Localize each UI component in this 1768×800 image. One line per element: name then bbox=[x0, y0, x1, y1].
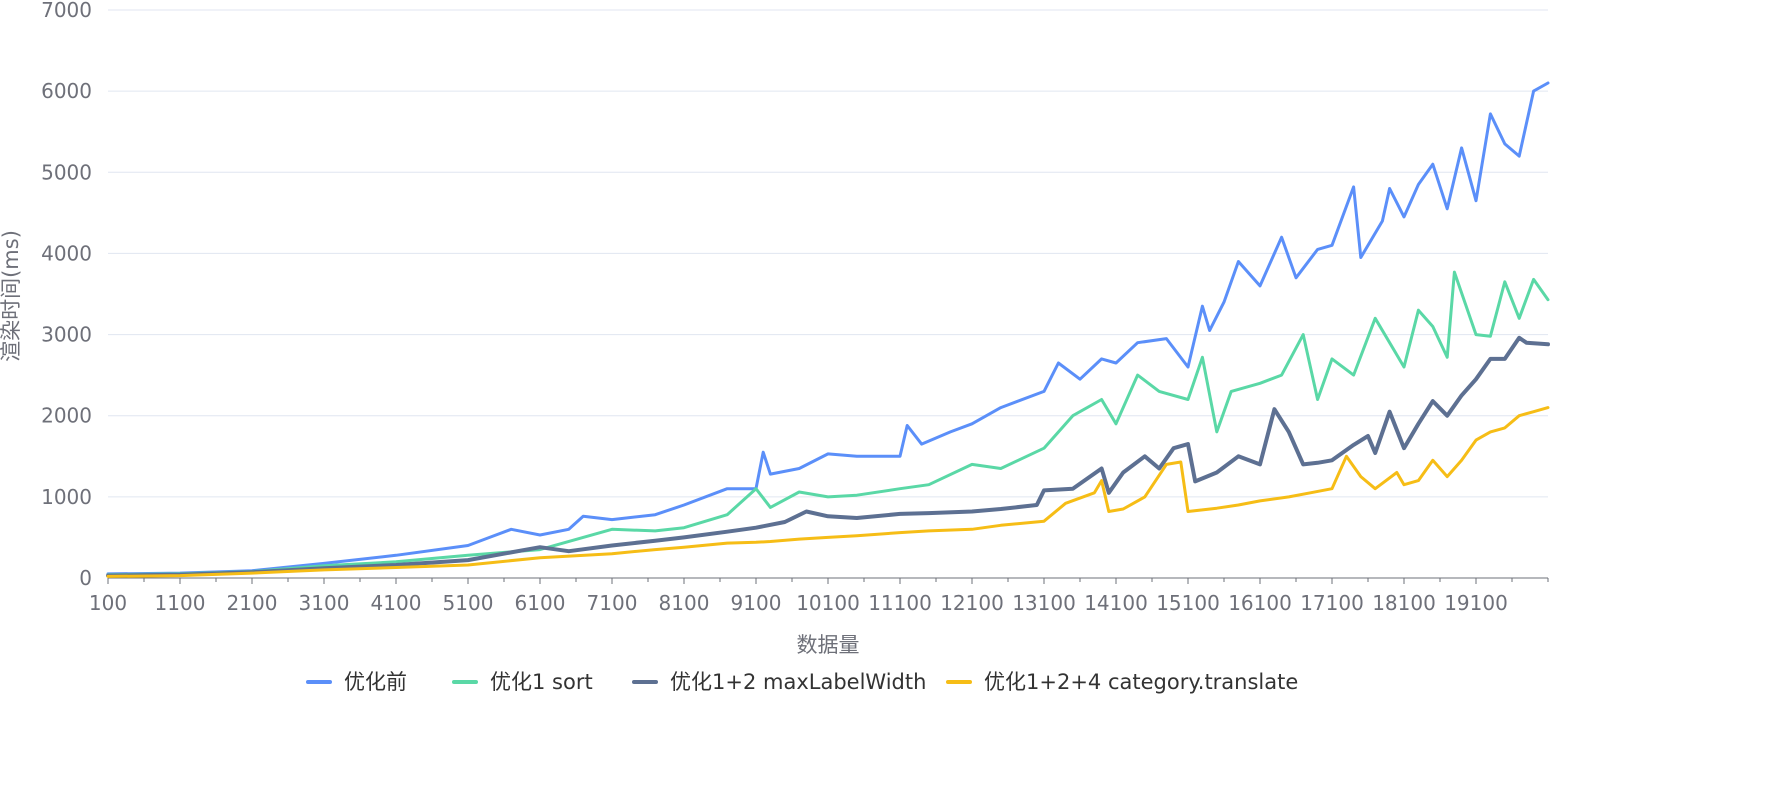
grid-lines bbox=[108, 9, 1548, 579]
legend-item-2[interactable]: 优化1 sort bbox=[452, 670, 593, 694]
y-tick-label: 4000 bbox=[41, 241, 92, 265]
x-tick-label: 13100 bbox=[1012, 591, 1076, 615]
y-tick-label: 3000 bbox=[41, 323, 92, 347]
y-tick-label: 7000 bbox=[41, 0, 92, 22]
x-tick-label: 19100 bbox=[1444, 591, 1508, 615]
series-line-1 bbox=[106, 81, 1550, 576]
y-axis-title: 渲染时间(ms) bbox=[0, 230, 23, 362]
legend: 优化前 优化1 sort 优化1+2 maxLabelWidth 优化1+2+4 ca… bbox=[306, 670, 1298, 694]
y-tick-label: 2000 bbox=[41, 404, 92, 428]
x-tick-label: 7100 bbox=[587, 591, 638, 615]
x-tick-label: 9100 bbox=[731, 591, 782, 615]
x-tick-label: 4100 bbox=[371, 591, 422, 615]
x-tick-label: 1100 bbox=[155, 591, 206, 615]
x-axis-title: 数据量 bbox=[797, 633, 860, 657]
legend-item-4[interactable]: 优化1+2+4 category.translate bbox=[946, 670, 1298, 694]
x-axis: 100 1100 2100 3100 4100 5100 6100 7100 8100 9100 1… bbox=[89, 578, 1549, 615]
y-tick-label: 5000 bbox=[41, 160, 92, 184]
series-line-3 bbox=[106, 335, 1550, 578]
series-line-4 bbox=[106, 406, 1550, 578]
x-tick-label: 11100 bbox=[868, 591, 932, 615]
x-tick-label: 6100 bbox=[515, 591, 566, 615]
x-tick-label: 3100 bbox=[299, 591, 350, 615]
y-axis: 0 1000 2000 3000 4000 5000 6000 7000 bbox=[41, 0, 92, 590]
x-tick-label: 15100 bbox=[1156, 591, 1220, 615]
x-tick-label: 10100 bbox=[796, 591, 860, 615]
x-tick-label: 16100 bbox=[1228, 591, 1292, 615]
x-tick-label: 5100 bbox=[443, 591, 494, 615]
legend-item-3[interactable]: 优化1+2 maxLabelWidth bbox=[632, 670, 926, 694]
legend-label: 优化1+2+4 category.translate bbox=[984, 670, 1298, 694]
x-tick-label: 8100 bbox=[659, 591, 710, 615]
x-tick-label: 100 bbox=[89, 591, 127, 615]
y-tick-label: 6000 bbox=[41, 79, 92, 103]
legend-label: 优化1 sort bbox=[490, 670, 593, 694]
x-tick-label: 18100 bbox=[1372, 591, 1436, 615]
x-tick-label: 2100 bbox=[227, 591, 278, 615]
y-tick-label: 0 bbox=[79, 566, 92, 590]
series-line-2 bbox=[106, 270, 1550, 577]
series-layer bbox=[106, 81, 1550, 578]
x-tick-label: 12100 bbox=[940, 591, 1004, 615]
x-tick-label: 17100 bbox=[1300, 591, 1364, 615]
legend-label: 优化1+2 maxLabelWidth bbox=[670, 670, 926, 694]
legend-label: 优化前 bbox=[344, 670, 407, 694]
y-tick-label: 1000 bbox=[41, 485, 92, 509]
legend-item-1[interactable]: 优化前 bbox=[306, 670, 407, 694]
x-tick-label: 14100 bbox=[1084, 591, 1148, 615]
